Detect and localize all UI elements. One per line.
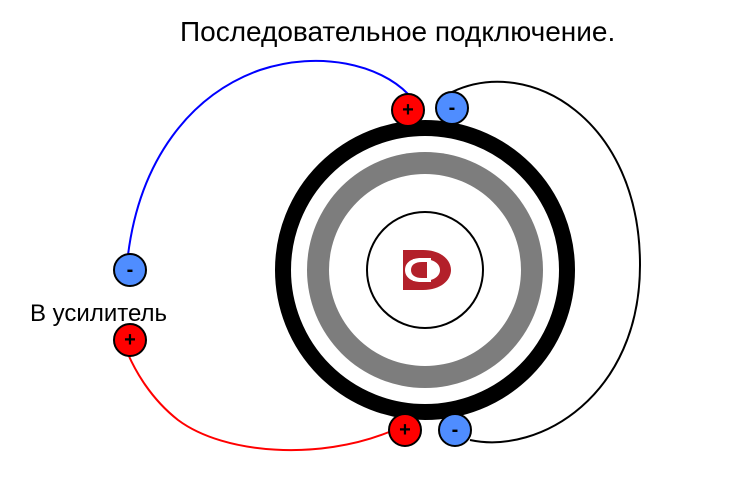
terminal-top-plus-label: + <box>402 99 414 121</box>
wire-red_bottom <box>128 354 389 450</box>
diagram-svg: + - + - - + <box>0 0 750 500</box>
terminal-amp-minus-label: - <box>127 259 134 281</box>
terminal-amp-plus-label: + <box>124 329 136 351</box>
terminal-top-minus-label: - <box>449 97 456 119</box>
diagram-stage: Последовательное подключение. В усилител… <box>0 0 750 500</box>
terminal-bottom-plus-label: + <box>399 419 411 441</box>
terminal-bottom-minus-label: - <box>452 419 459 441</box>
